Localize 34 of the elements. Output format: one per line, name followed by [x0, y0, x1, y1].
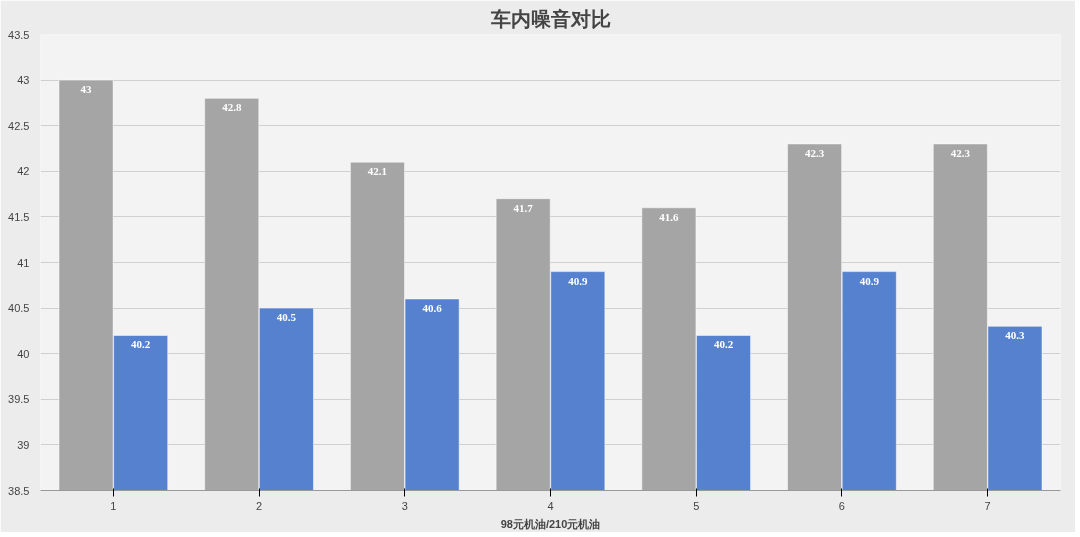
data-label: 40.9 [568, 274, 588, 287]
y-tick-label: 40.5 [8, 302, 30, 315]
data-label: 40.6 [422, 301, 443, 314]
y-tick-label: 43.5 [8, 28, 30, 41]
x-tick-label: 3 [401, 499, 408, 512]
data-label: 42.3 [804, 146, 825, 159]
data-label: 41.6 [659, 210, 680, 223]
data-label: 40.2 [713, 338, 734, 351]
x-tick-label: 5 [693, 499, 700, 512]
y-tick-label: 41.5 [8, 210, 30, 223]
x-tick-label: 4 [547, 499, 554, 512]
data-label: 43 [80, 83, 93, 96]
data-label: 40.9 [859, 274, 880, 287]
y-tick-label: 43 [17, 74, 30, 87]
x-tick-label: 6 [838, 499, 845, 512]
data-label: 42.8 [222, 101, 242, 114]
y-tick-label: 39 [17, 438, 30, 451]
y-tick-label: 38.5 [8, 484, 30, 497]
data-label: 40.5 [276, 311, 297, 324]
data-label: 42.1 [367, 165, 388, 178]
data-label: 40.3 [1005, 329, 1026, 342]
x-axis-title: 98元机油/210元机油 [500, 517, 601, 530]
x-tick-label: 2 [256, 499, 263, 512]
data-label: 41.7 [513, 201, 534, 214]
x-tick-label: 1 [110, 499, 117, 512]
data-label: 40.2 [131, 338, 151, 351]
y-tick-label: 39.5 [8, 393, 30, 406]
y-tick-label: 40 [17, 347, 30, 360]
y-tick-label: 41 [17, 256, 30, 269]
data-label: 42.3 [950, 146, 971, 159]
chart-title: 车内噪音对比 [489, 7, 611, 30]
x-tick-label: 7 [984, 499, 991, 512]
y-tick-label: 42 [17, 165, 30, 178]
y-tick-label: 42.5 [8, 119, 30, 132]
